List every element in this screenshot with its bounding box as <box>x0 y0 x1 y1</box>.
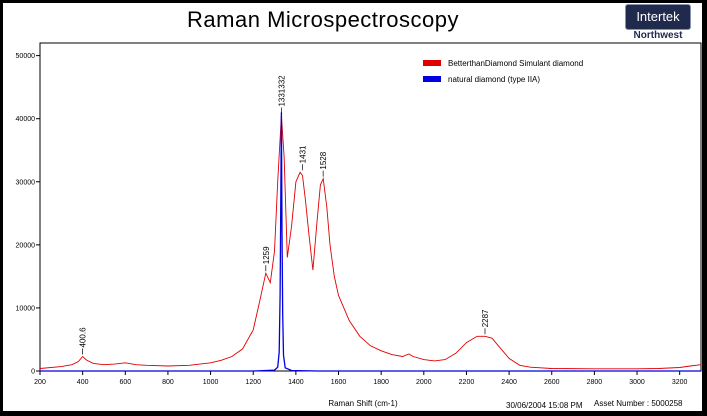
intertek-logo: Intertek Northwest <box>625 4 691 42</box>
peak-label: 2287 <box>481 309 490 327</box>
x-tick-label: 3200 <box>672 379 688 386</box>
legend-label: natural diamond (type IIA) <box>448 75 540 84</box>
legend-label: BetterthanDiamond Simulant diamond <box>448 59 583 68</box>
x-tick-label: 600 <box>119 379 131 386</box>
x-tick-label: 2600 <box>544 379 560 386</box>
legend-swatch <box>423 60 441 66</box>
x-tick-label: 2000 <box>416 379 432 386</box>
y-axis: 0 10000 20000 30000 40000 50000 <box>16 53 40 376</box>
x-tick-label: 200 <box>34 379 46 386</box>
legend: BetterthanDiamond Simulant diamond natura… <box>423 59 583 84</box>
peak-label: 400.6 <box>79 327 88 348</box>
x-tick-label: 2400 <box>501 379 517 386</box>
x-tick-label: 1400 <box>288 379 304 386</box>
x-tick-label: 1800 <box>373 379 389 386</box>
chart-window: Raman Microspectroscopy Intertek Northwe… <box>3 3 702 411</box>
y-tick-label: 40000 <box>16 116 36 123</box>
x-tick-label: 1600 <box>331 379 347 386</box>
peak-labels: 400.6 1259 1331332 1431 1528 2287 <box>79 75 490 355</box>
y-tick-label: 10000 <box>16 305 36 312</box>
plot-area <box>39 42 702 372</box>
x-tick-label: 800 <box>162 379 174 386</box>
x-tick-label: 1200 <box>245 379 261 386</box>
logo-subtext: Northwest <box>633 30 683 41</box>
asset-number: Asset Number : 5000258 <box>594 399 683 408</box>
peak-label: 1331332 <box>277 75 286 107</box>
plot-border <box>39 42 702 372</box>
x-tick-label: 2800 <box>587 379 603 386</box>
y-tick-label: 0 <box>31 369 35 376</box>
peak-label: 1431 <box>298 145 307 163</box>
y-tick-label: 30000 <box>16 179 36 186</box>
y-tick-label: 50000 <box>16 53 36 60</box>
series-line-natural <box>40 112 701 372</box>
x-tick-label: 1000 <box>203 379 219 386</box>
x-tick-label: 400 <box>77 379 89 386</box>
logo-wordmark: Intertek <box>625 4 691 30</box>
y-tick-label: 20000 <box>16 242 36 249</box>
x-tick-label: 2200 <box>459 379 475 386</box>
x-tick-label: 3000 <box>629 379 645 386</box>
page-title: Raman Microspectroscopy <box>187 7 459 32</box>
date-stamp: 30/06/2004 15:08 PM <box>506 401 583 410</box>
series-layer <box>39 112 702 372</box>
x-axis: 200 400 600 800 1000 1200 1400 1600 1800 2000 2200… <box>34 371 688 386</box>
raman-spectrum-chart: 0 10000 20000 30000 40000 50000 200 400 600 800 1… <box>16 42 702 410</box>
peak-label: 1528 <box>319 151 328 169</box>
x-axis-label: Raman Shift (cm-1) <box>328 399 398 408</box>
peak-label: 1259 <box>262 246 271 264</box>
series-line-simulant <box>39 115 702 370</box>
legend-swatch <box>423 76 441 82</box>
